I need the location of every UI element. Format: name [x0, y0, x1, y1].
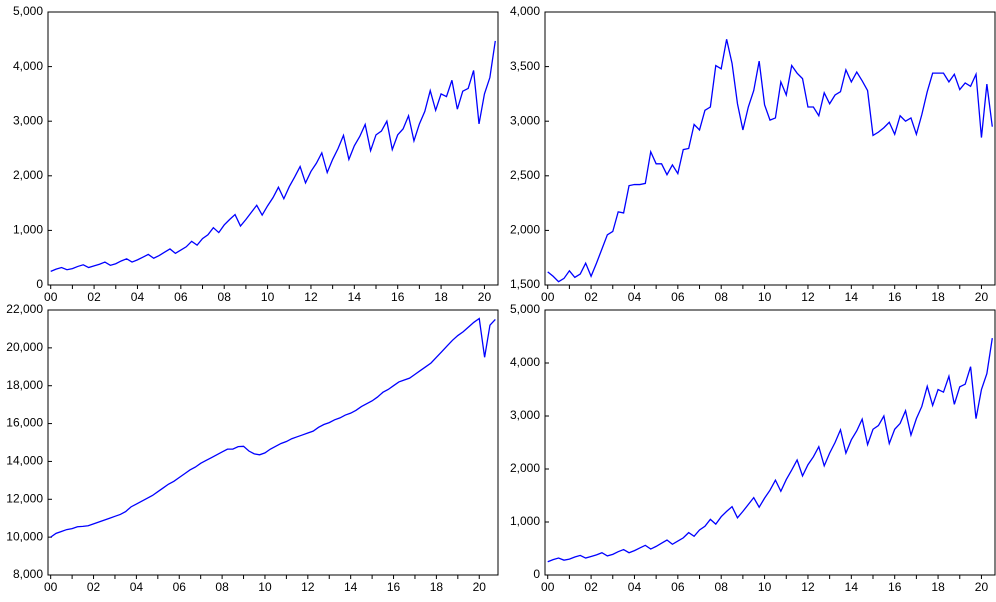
x-tick-label: 06	[173, 580, 187, 594]
x-tick-label: 12	[301, 580, 315, 594]
y-tick-label: 4,000	[510, 355, 540, 369]
y-tick-label: 1,500	[510, 277, 540, 291]
y-tick-label: 2,000	[510, 461, 540, 475]
y-tick-label: 5,000	[510, 302, 540, 316]
x-tick-label: 14	[344, 580, 358, 594]
y-tick-label: 1,000	[510, 514, 540, 528]
x-tick-label: 16	[888, 290, 902, 304]
plot-frame	[544, 11, 996, 286]
x-tick-label: 02	[584, 580, 598, 594]
y-tick-label: 10,000	[6, 529, 43, 543]
x-tick-label: 18	[931, 580, 945, 594]
y-tick-label: 0	[533, 567, 540, 581]
y-tick-label: 1,000	[13, 223, 43, 237]
x-tick-label: 16	[387, 580, 401, 594]
y-tick-label: 20,000	[6, 340, 43, 354]
x-tick-label: 08	[715, 580, 729, 594]
y-tick-label: 0	[36, 277, 43, 291]
x-tick-label: 06	[174, 290, 188, 304]
x-tick-label: 04	[628, 580, 642, 594]
y-tick-label: 3,000	[13, 113, 43, 127]
x-tick-label: 20	[975, 290, 989, 304]
data-line	[547, 39, 993, 283]
y-tick-label: 5,000	[13, 4, 43, 18]
y-tick-label: 12,000	[6, 491, 43, 505]
x-tick-label: 20	[478, 290, 492, 304]
plot-frame	[47, 309, 499, 576]
x-tick-label: 04	[628, 290, 642, 304]
y-tick-label: 16,000	[6, 416, 43, 430]
y-tick-label: 2,000	[13, 168, 43, 182]
x-tick-label: 10	[261, 290, 275, 304]
x-tick-label: 18	[931, 290, 945, 304]
y-tick-label: 3,000	[510, 113, 540, 127]
x-tick-label: 18	[434, 290, 448, 304]
x-tick-label: 10	[758, 580, 772, 594]
x-tick-label: 06	[671, 290, 685, 304]
x-tick-label: 04	[131, 290, 145, 304]
y-tick-label: 22,000	[6, 302, 43, 316]
y-tick-label: 2,000	[510, 223, 540, 237]
x-tick-label: 16	[391, 290, 405, 304]
data-line	[50, 40, 496, 272]
y-tick-label: 8,000	[13, 567, 43, 581]
x-tick-label: 16	[888, 580, 902, 594]
x-tick-label: 08	[715, 290, 729, 304]
y-tick-label: 3,500	[510, 59, 540, 73]
plot-frame	[47, 11, 499, 286]
x-tick-label: 14	[845, 290, 859, 304]
x-tick-label: 06	[671, 580, 685, 594]
x-tick-label: 08	[218, 290, 232, 304]
x-tick-label: 12	[304, 290, 318, 304]
y-tick-label: 2,500	[510, 168, 540, 182]
plot-frame	[544, 309, 996, 576]
x-tick-label: 12	[801, 580, 815, 594]
x-tick-label: 02	[584, 290, 598, 304]
y-tick-label: 14,000	[6, 454, 43, 468]
x-tick-label: 18	[430, 580, 444, 594]
x-tick-label: 10	[758, 290, 772, 304]
x-tick-label: 00	[44, 580, 58, 594]
x-tick-label: 14	[845, 580, 859, 594]
x-tick-label: 00	[44, 290, 58, 304]
x-tick-label: 02	[87, 290, 101, 304]
data-line	[547, 337, 993, 563]
x-tick-label: 14	[348, 290, 362, 304]
x-tick-label: 08	[215, 580, 229, 594]
x-tick-label: 00	[541, 580, 555, 594]
y-tick-label: 3,000	[510, 408, 540, 422]
y-tick-label: 4,000	[510, 4, 540, 18]
y-tick-label: 18,000	[6, 378, 43, 392]
x-tick-label: 04	[130, 580, 144, 594]
x-tick-label: 00	[541, 290, 555, 304]
x-tick-label: 20	[473, 580, 487, 594]
x-tick-label: 20	[975, 580, 989, 594]
x-tick-label: 12	[801, 290, 815, 304]
data-line	[50, 317, 496, 538]
y-tick-label: 4,000	[13, 59, 43, 73]
x-tick-label: 02	[87, 580, 101, 594]
x-tick-label: 10	[258, 580, 272, 594]
